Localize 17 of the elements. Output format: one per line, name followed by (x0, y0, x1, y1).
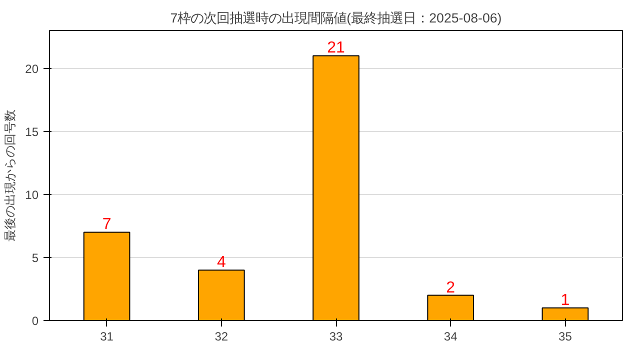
x-tick-label: 31 (100, 330, 114, 344)
x-tick-label: 33 (329, 330, 343, 344)
data-label: 4 (216, 254, 226, 272)
x-tick-label: 32 (214, 330, 228, 344)
data-label: 2 (446, 279, 456, 296)
x-tick-label: 34 (444, 330, 458, 344)
y-tick-label: 15 (25, 124, 39, 139)
y-tick-label: 20 (25, 62, 39, 76)
chart-title: 7枠の次回抽選時の出現間隔値(最終抽選日：2025-08-06) (170, 10, 502, 26)
y-tick-label: 5 (32, 250, 39, 265)
x-tick-label: 35 (558, 330, 572, 344)
data-label: 7 (102, 216, 112, 234)
y-tick-label: 0 (32, 314, 39, 328)
data-label: 1 (560, 292, 570, 309)
y-axis-title: 最後の出現からの回号数 (3, 110, 18, 242)
y-tick-label: 10 (25, 188, 39, 202)
data-label: 21 (327, 40, 345, 57)
